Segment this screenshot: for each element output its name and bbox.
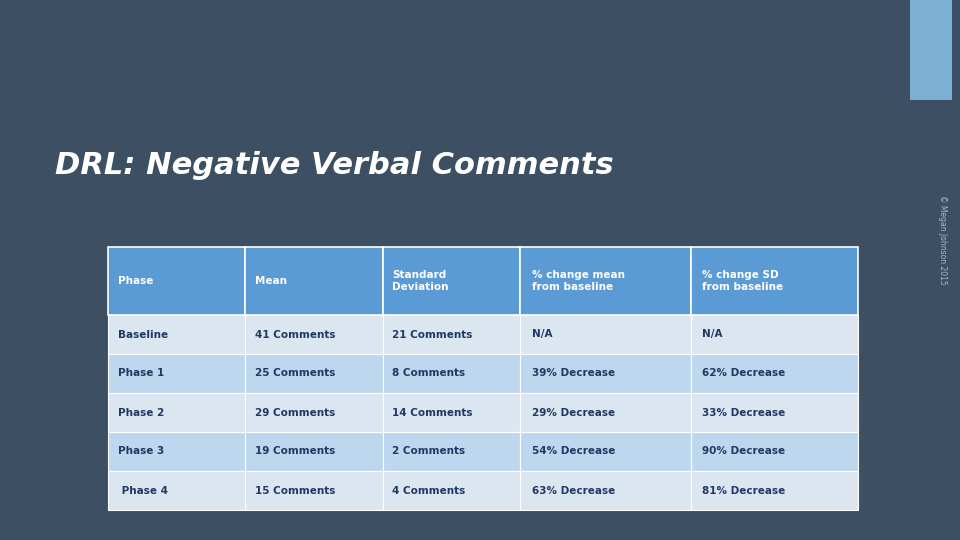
- Bar: [691, 432, 858, 471]
- Text: 54% Decrease: 54% Decrease: [532, 447, 615, 456]
- Text: 4 Comments: 4 Comments: [392, 485, 466, 496]
- Bar: [245, 354, 382, 393]
- Bar: [519, 315, 691, 354]
- Text: 62% Decrease: 62% Decrease: [703, 368, 785, 379]
- Text: Standard
Deviation: Standard Deviation: [392, 270, 448, 292]
- Bar: [910, 0, 952, 100]
- Text: 15 Comments: 15 Comments: [254, 485, 335, 496]
- Bar: [245, 393, 382, 432]
- Bar: [108, 354, 245, 393]
- Text: 8 Comments: 8 Comments: [392, 368, 466, 379]
- Text: 29% Decrease: 29% Decrease: [532, 408, 614, 417]
- Bar: [691, 471, 858, 510]
- Bar: [691, 354, 858, 393]
- Text: 33% Decrease: 33% Decrease: [703, 408, 785, 417]
- Text: © Megan Johnson 2015: © Megan Johnson 2015: [938, 195, 947, 285]
- Text: 39% Decrease: 39% Decrease: [532, 368, 614, 379]
- Text: N/A: N/A: [532, 329, 552, 340]
- Text: % change mean
from baseline: % change mean from baseline: [532, 270, 625, 292]
- Text: 41 Comments: 41 Comments: [254, 329, 335, 340]
- Bar: [108, 471, 245, 510]
- Text: Mean: Mean: [254, 276, 287, 286]
- Bar: [382, 393, 519, 432]
- Text: Phase 1: Phase 1: [118, 368, 164, 379]
- Bar: [245, 247, 382, 315]
- Bar: [108, 247, 245, 315]
- Bar: [382, 471, 519, 510]
- Bar: [691, 315, 858, 354]
- Text: 90% Decrease: 90% Decrease: [703, 447, 785, 456]
- Text: N/A: N/A: [703, 329, 723, 340]
- Text: 2 Comments: 2 Comments: [392, 447, 466, 456]
- Bar: [382, 432, 519, 471]
- Text: Phase: Phase: [118, 276, 153, 286]
- Text: 25 Comments: 25 Comments: [254, 368, 335, 379]
- Text: Phase 3: Phase 3: [118, 447, 164, 456]
- Bar: [691, 393, 858, 432]
- Text: 21 Comments: 21 Comments: [392, 329, 472, 340]
- Bar: [245, 432, 382, 471]
- Bar: [519, 393, 691, 432]
- Text: 14 Comments: 14 Comments: [392, 408, 472, 417]
- Bar: [519, 247, 691, 315]
- Text: DRL: Negative Verbal Comments: DRL: Negative Verbal Comments: [55, 151, 613, 179]
- Text: % change SD
from baseline: % change SD from baseline: [703, 270, 783, 292]
- Bar: [382, 247, 519, 315]
- Text: 81% Decrease: 81% Decrease: [703, 485, 785, 496]
- Text: Phase 4: Phase 4: [118, 485, 168, 496]
- Bar: [382, 354, 519, 393]
- Bar: [108, 432, 245, 471]
- Bar: [382, 315, 519, 354]
- Bar: [245, 315, 382, 354]
- Bar: [519, 354, 691, 393]
- Bar: [108, 393, 245, 432]
- Text: 29 Comments: 29 Comments: [254, 408, 335, 417]
- Bar: [519, 471, 691, 510]
- Bar: [519, 432, 691, 471]
- Text: Phase 2: Phase 2: [118, 408, 164, 417]
- Text: 63% Decrease: 63% Decrease: [532, 485, 615, 496]
- Bar: [245, 471, 382, 510]
- Text: Baseline: Baseline: [118, 329, 168, 340]
- Bar: [691, 247, 858, 315]
- Bar: [108, 315, 245, 354]
- Text: 19 Comments: 19 Comments: [254, 447, 335, 456]
